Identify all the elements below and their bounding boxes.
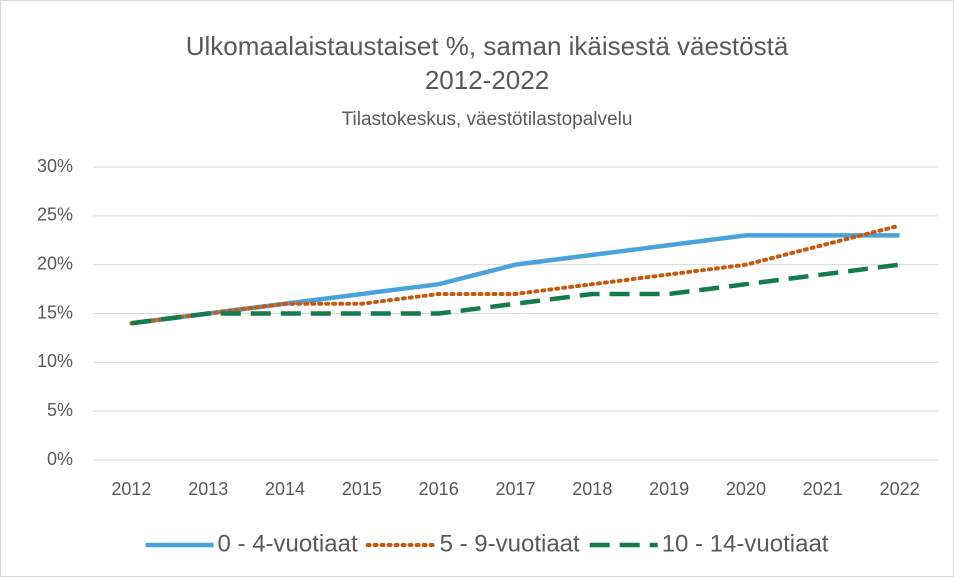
x-tick-label: 2022 xyxy=(880,479,920,499)
x-tick-label: 2017 xyxy=(495,479,535,499)
x-tick-label: 2014 xyxy=(265,479,305,499)
y-tick-label: 30% xyxy=(37,156,73,176)
y-tick-label: 25% xyxy=(37,205,73,225)
x-tick-label: 2012 xyxy=(111,479,151,499)
x-tick-label: 2018 xyxy=(572,479,612,499)
x-tick-label: 2016 xyxy=(419,479,459,499)
y-tick-label: 10% xyxy=(37,351,73,371)
series-line xyxy=(131,262,900,326)
x-tick-label: 2013 xyxy=(188,479,228,499)
series-line xyxy=(129,223,902,326)
y-tick-label: 20% xyxy=(37,253,73,273)
chart-title: Ulkomaalaistaustaiset %, saman ikäisestä… xyxy=(186,31,789,61)
x-tick-label: 2019 xyxy=(649,479,689,499)
legend-label: 0 - 4-vuotiaat xyxy=(218,530,358,557)
x-tick-label: 2015 xyxy=(342,479,382,499)
legend-label: 5 - 9-vuotiaat xyxy=(440,530,580,557)
chart-subtitle: Tilastokeskus, väestötilastopalvelu xyxy=(342,109,633,130)
x-tick-label: 2020 xyxy=(726,479,766,499)
y-tick-label: 15% xyxy=(37,302,73,322)
y-tick-label: 5% xyxy=(47,400,73,420)
y-tick-label: 0% xyxy=(47,449,73,469)
chart-title: 2012-2022 xyxy=(425,65,549,95)
legend-label: 10 - 14-vuotiaat xyxy=(662,530,829,557)
x-tick-label: 2021 xyxy=(803,479,843,499)
